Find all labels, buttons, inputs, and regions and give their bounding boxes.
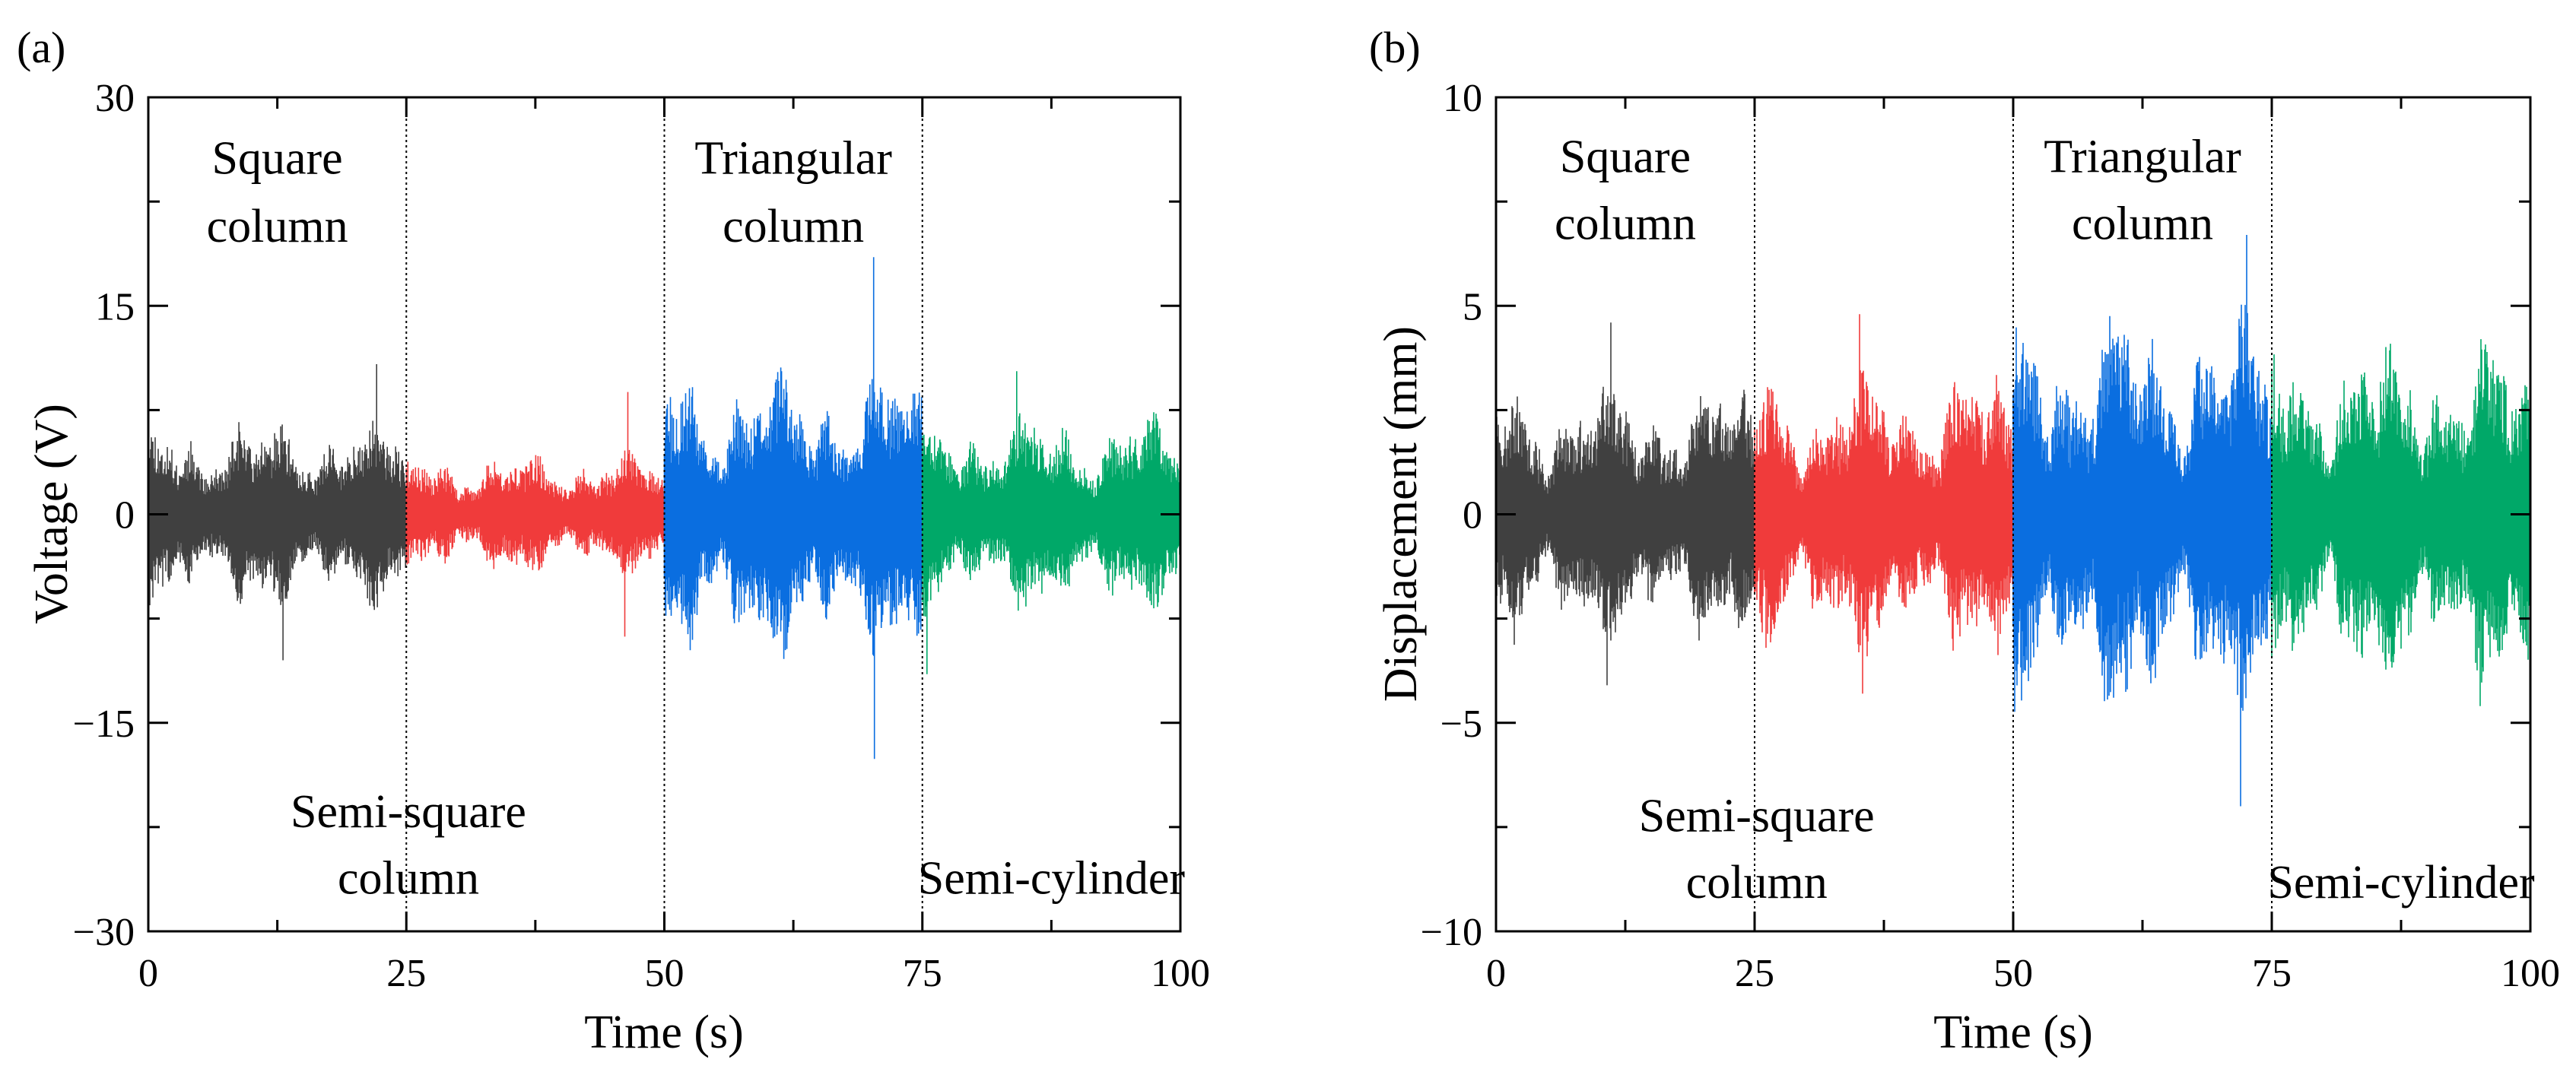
panel-a: (a) 0 25 50 75 100 −30 −15 0 15 30 Square column T… bbox=[17, 23, 1210, 1058]
axis-ticks bbox=[147, 96, 1182, 933]
y-tick-label: 15 bbox=[95, 285, 135, 328]
y-tick-label: −30 bbox=[73, 911, 135, 954]
x-tick-label: 25 bbox=[1735, 952, 1774, 995]
y-tick-label: 0 bbox=[115, 494, 135, 538]
x-axis-label: Time (s) bbox=[584, 1007, 744, 1058]
trace-semi-cylinder bbox=[2271, 339, 2531, 706]
y-tick-label: 30 bbox=[95, 77, 135, 120]
y-tick-label: −15 bbox=[73, 702, 135, 746]
trace-semi-cylinder bbox=[922, 371, 1181, 674]
x-tick-label: 75 bbox=[903, 952, 942, 995]
trace-semi-square-column bbox=[405, 392, 665, 637]
region-dividers bbox=[1754, 97, 2273, 931]
region-label: Semi-square bbox=[1639, 790, 1875, 842]
region-label: Semi-cylinder bbox=[918, 853, 1186, 905]
region-label: column bbox=[1686, 857, 1828, 909]
y-tick-labels: −10 −5 0 5 10 bbox=[1421, 77, 1482, 954]
y-tick-label: 0 bbox=[1463, 494, 1482, 538]
signal-traces bbox=[148, 257, 1181, 759]
x-axis-label: Time (s) bbox=[1933, 1007, 2093, 1058]
y-axis-label: Displacement (mm) bbox=[1375, 326, 1427, 702]
trace-triangular-column bbox=[663, 257, 923, 759]
trace-square-column bbox=[1495, 322, 1755, 686]
region-label: column bbox=[1555, 198, 1696, 249]
region-label: column bbox=[207, 201, 348, 252]
x-tick-labels: 0 25 50 75 100 bbox=[1486, 952, 2560, 995]
region-dividers bbox=[405, 97, 923, 931]
y-tick-labels: −30 −15 0 15 30 bbox=[73, 77, 135, 954]
region-label: Square bbox=[212, 133, 343, 185]
x-tick-label: 25 bbox=[386, 952, 426, 995]
x-tick-label: 100 bbox=[2501, 952, 2560, 995]
region-label: column bbox=[2072, 198, 2213, 249]
axis-ticks bbox=[1494, 96, 2532, 933]
x-tick-labels: 0 25 50 75 100 bbox=[138, 952, 1210, 995]
region-label: Triangular bbox=[694, 133, 892, 185]
region-label: Triangular bbox=[2044, 132, 2241, 183]
y-tick-label: −5 bbox=[1440, 702, 1482, 746]
x-tick-label: 100 bbox=[1151, 952, 1210, 995]
region-annotations: Square column Triangular column Semi-square c… bbox=[207, 133, 1186, 905]
x-tick-label: 50 bbox=[1993, 952, 2033, 995]
region-label: Semi-square bbox=[291, 786, 526, 838]
region-label: Square bbox=[1560, 132, 1691, 183]
y-tick-label: −10 bbox=[1421, 911, 1482, 954]
panel-label: (b) bbox=[1369, 23, 1421, 72]
region-label: column bbox=[338, 853, 479, 905]
x-tick-label: 0 bbox=[138, 952, 158, 995]
panel-label: (a) bbox=[17, 23, 65, 72]
x-tick-label: 0 bbox=[1486, 952, 1506, 995]
y-tick-label: 10 bbox=[1443, 77, 1482, 120]
trace-triangular-column bbox=[2012, 235, 2273, 807]
trace-square-column bbox=[148, 364, 408, 661]
y-tick-label: 5 bbox=[1463, 285, 1482, 328]
panel-b: (b) 0 25 50 75 100 −10 −5 0 5 10 Square column Tri… bbox=[1369, 23, 2560, 1058]
region-label: column bbox=[723, 201, 864, 252]
region-label: Semi-cylinder bbox=[2267, 857, 2535, 909]
x-tick-label: 75 bbox=[2252, 952, 2292, 995]
y-axis-label: Voltage (V) bbox=[26, 404, 78, 624]
x-tick-label: 50 bbox=[645, 952, 684, 995]
region-annotations: Square column Triangular column Semi-square c… bbox=[1555, 132, 2535, 909]
trace-semi-square-column bbox=[1754, 314, 2014, 694]
